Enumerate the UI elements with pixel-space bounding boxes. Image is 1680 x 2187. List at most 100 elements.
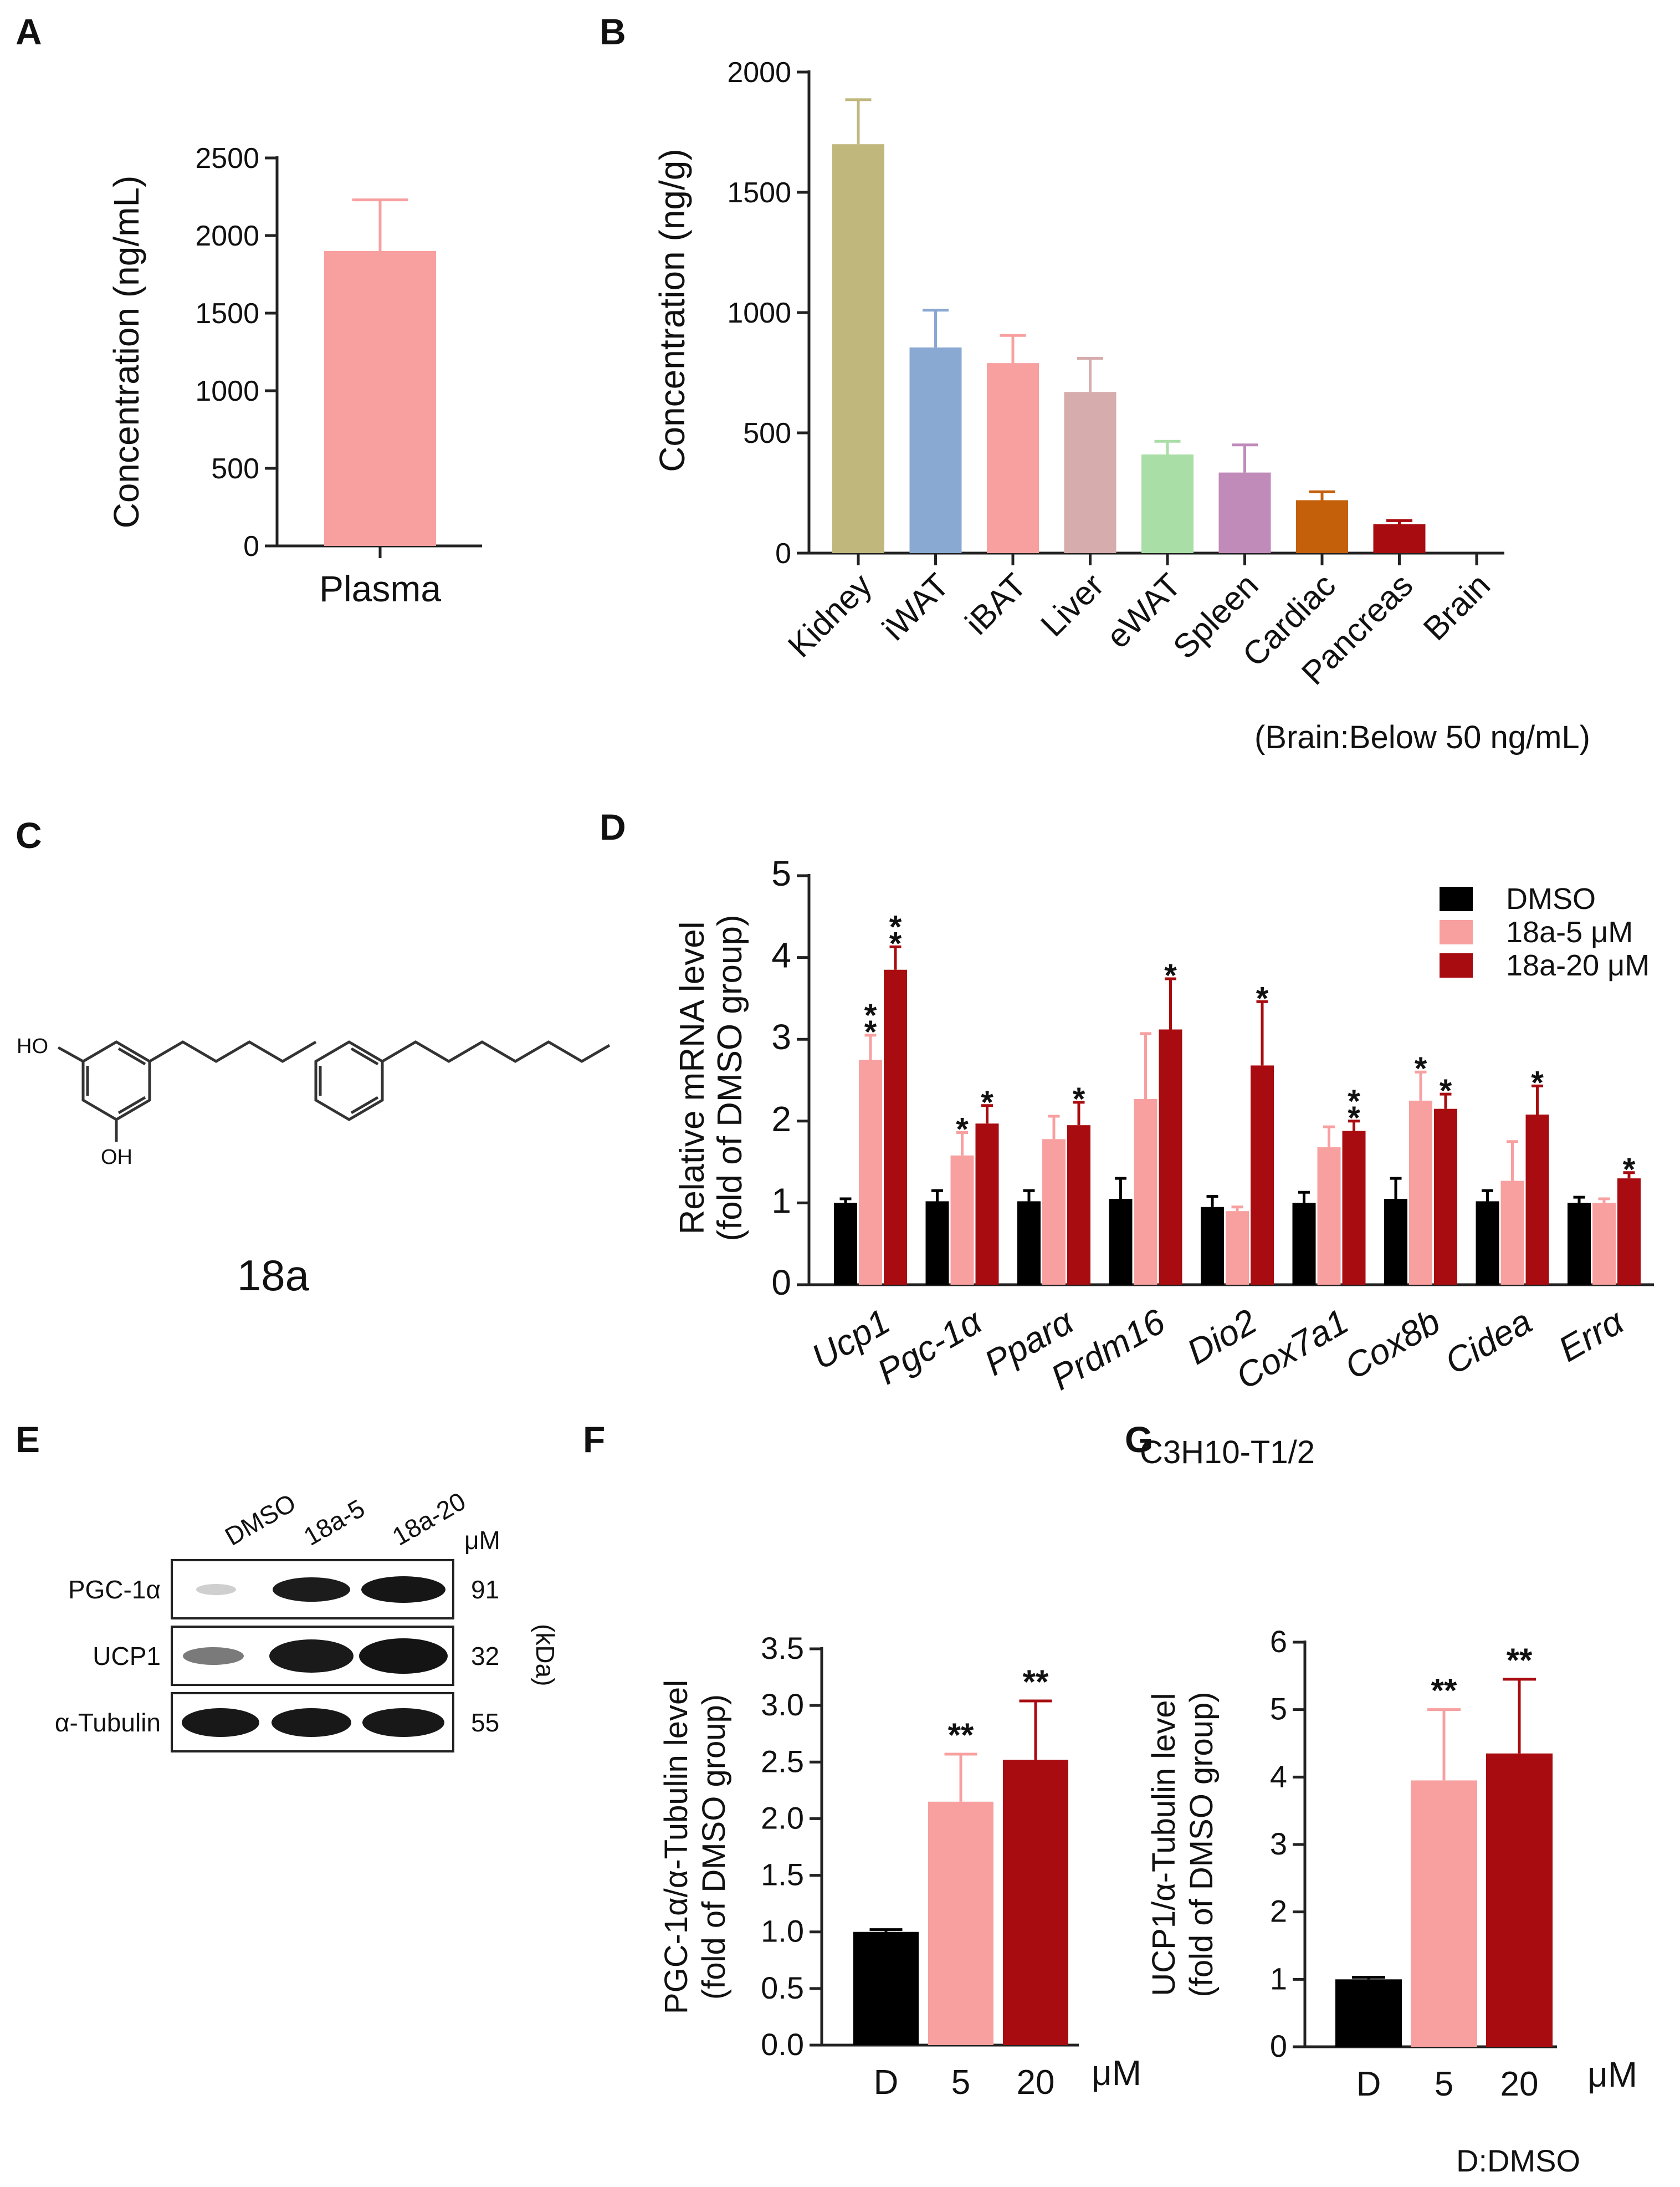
lane-unit: μM — [464, 1526, 500, 1555]
band-tubulin-dmso — [182, 1708, 259, 1737]
chart-g-y-label-line1: UCP1/α-Tubulin level — [1146, 1693, 1182, 1996]
chart-d-y-tick-label: 3 — [771, 1017, 791, 1057]
chart-f-significance-20: ** — [1023, 1663, 1049, 1700]
chart-d-significance-err-18a-20-m: * — [1623, 1152, 1636, 1188]
chart-d-legend-swatch-18a-20-m — [1440, 953, 1473, 978]
chart-d-x-title: C3H10-T1/2 — [1140, 1434, 1315, 1470]
footnote-dmso: D:DMSO — [1456, 2143, 1580, 2178]
chart-b-x-label-kidney: Kidney — [781, 566, 879, 665]
chart-b-y-tick-label: 2000 — [727, 57, 791, 89]
chart-d-x-label-err: Errα — [1552, 1301, 1631, 1370]
panel-letter-f: F — [583, 1419, 605, 1460]
lane-label-dmso: DMSO — [220, 1488, 301, 1551]
chart-b-y-label: Concentration (ng/g) — [652, 149, 692, 472]
chart-d-significance-pgc-1-18a-5-m: * — [956, 1111, 969, 1147]
chart-g-y-tick-label: 6 — [1270, 1624, 1287, 1659]
chart-b-y-tick-label: 0 — [775, 538, 791, 570]
kda-tubulin: 55 — [471, 1708, 499, 1737]
chart-d-bar-cox8b-18a-5-m — [1409, 1100, 1432, 1285]
band-ucp1-dmso — [183, 1647, 244, 1665]
chart-d-bar-err-dmso — [1568, 1203, 1591, 1285]
chart-d-y-label-line2: (fold of DMSO group) — [711, 914, 749, 1241]
chart-d-x-label-cidea: Cidea — [1438, 1301, 1539, 1382]
chart-f-y-tick-label: 2.0 — [761, 1800, 804, 1835]
chart-a-x-label-plasma: Plasma — [319, 568, 441, 609]
chart-f-y-label-line2: (fold of DMSO group) — [696, 1694, 732, 2000]
chart-f-x-label-20: 20 — [1017, 2063, 1055, 2102]
chart-a-plasma: 0 500 1000 1500 2000 2500 Plasma Concentration … — [106, 142, 482, 609]
brain-note: (Brain:Below 50 ng/mL) — [1254, 719, 1590, 755]
chart-d-bar-ppar-18a-20-m — [1067, 1125, 1090, 1285]
chart-d-mrna: 012345****Ucp1**Pgc-1α*Pparα*Prdm16*Dio2… — [673, 854, 1654, 1470]
chart-f-y-tick-label: 0.0 — [761, 2027, 804, 2062]
chart-b-y-tick-label: 1500 — [727, 177, 791, 209]
chart-d-bar-cidea-dmso — [1476, 1201, 1499, 1285]
chart-a-y-tick-label: 2000 — [195, 220, 259, 252]
kda-pgc1a: 91 — [471, 1575, 499, 1604]
panel-letter-c: C — [16, 815, 42, 856]
band-pgc1a-18a-5 — [273, 1577, 350, 1602]
chart-d-bar-cox8b-dmso — [1384, 1199, 1407, 1285]
chart-d-bar-err-18a-5-m — [1592, 1203, 1616, 1285]
chart-f-bar-5 — [928, 1801, 993, 2045]
panel-letter-g: G — [1125, 1419, 1153, 1460]
western-blot: DMSO 18a-5 18a-20 μM PGC-1α UCP1 α-Tubul… — [55, 1486, 560, 1752]
left-benzene-ring — [81, 1040, 151, 1121]
chart-a-y-tick-label: 0 — [243, 530, 259, 563]
chart-d-y-tick-label: 5 — [771, 854, 791, 893]
chart-d-y-tick-label: 2 — [771, 1099, 791, 1139]
chart-a-y-tick-label: 1000 — [195, 375, 259, 407]
chart-d-x-label-cox8b: Cox8b — [1338, 1301, 1447, 1387]
panel-letter-a: A — [16, 11, 42, 52]
chart-a-y-tick-label: 500 — [211, 453, 259, 485]
chart-d-legend-swatch-dmso — [1440, 887, 1473, 911]
chart-d-bar-prdm16-18a-5-m — [1134, 1098, 1157, 1285]
compound-label: 18a — [237, 1251, 310, 1300]
oh-label: OH — [101, 1146, 132, 1169]
chart-d-y-tick-label: 0 — [771, 1263, 791, 1302]
chart-d-significance-ppar-18a-20-m: * — [1073, 1081, 1085, 1117]
row-label-pgc1a: PGC-1α — [68, 1575, 161, 1604]
chart-f-y-tick-label: 1.5 — [761, 1857, 804, 1892]
chart-f-x-label-d: D — [874, 2063, 899, 2102]
chart-d-bar-ucp1-dmso — [834, 1203, 857, 1285]
chart-b-y-tick-label: 1000 — [727, 297, 791, 329]
chart-d-x-label-pgc-1: Pgc-1α — [870, 1301, 989, 1392]
chart-d-significance-ucp1-18a-5-m: * — [864, 998, 877, 1034]
chart-d-legend-label-18a-5-m: 18a-5 μM — [1506, 916, 1633, 949]
chart-d-legend-label-18a-20-m: 18a-20 μM — [1506, 949, 1650, 982]
chart-d-bar-cidea-18a-5-m — [1500, 1181, 1524, 1285]
chart-f-y-tick-label: 3.5 — [761, 1631, 804, 1665]
chart-d-bar-ucp1-18a-5-m — [859, 1060, 882, 1285]
chart-g-y-tick-label: 4 — [1270, 1759, 1287, 1793]
chart-d-bar-dio2-18a-20-m — [1251, 1065, 1274, 1285]
chart-b-bar-cardiac — [1296, 500, 1348, 553]
chart-g-bar-5 — [1411, 1780, 1477, 2047]
chart-d-bar-pgc-1-18a-20-m — [975, 1123, 999, 1285]
band-tubulin-18a-5 — [272, 1708, 351, 1737]
band-ucp1-18a-20 — [359, 1638, 448, 1674]
chart-a-bar-plasma — [324, 251, 436, 546]
chart-g-x-label-d: D — [1356, 2065, 1381, 2103]
band-pgc1a-18a-20 — [361, 1576, 445, 1603]
chart-d-bar-ucp1-18a-20-m — [884, 969, 907, 1285]
band-ucp1-18a-5 — [269, 1639, 354, 1673]
row-label-tubulin: α-Tubulin — [55, 1708, 161, 1737]
chart-d-legend-swatch-18a-5-m — [1440, 920, 1473, 944]
chart-g-significance-5: ** — [1431, 1672, 1457, 1709]
chart-d-bar-dio2-18a-5-m — [1226, 1211, 1249, 1285]
chart-g-y-tick-label: 3 — [1270, 1826, 1287, 1861]
chart-g-y-label-line2: (fold of DMSO group) — [1184, 1692, 1220, 1997]
chart-f-x-label-5: 5 — [951, 2063, 970, 2102]
chart-d-bar-prdm16-18a-20-m — [1159, 1029, 1182, 1285]
chart-d-bar-cox7a1-18a-5-m — [1317, 1147, 1341, 1285]
chart-d-bar-dio2-dmso — [1201, 1207, 1224, 1285]
chart-f-y-tick-label: 3.0 — [761, 1687, 804, 1722]
chart-f-y-tick-label: 1.0 — [761, 1914, 804, 1949]
chart-g-x-unit: μM — [1587, 2055, 1637, 2094]
chart-d-bar-prdm16-dmso — [1109, 1199, 1133, 1285]
chart-d-significance-cox7a1-18a-20-m: * — [1348, 1084, 1360, 1120]
chart-d-legend-label-dmso: DMSO — [1506, 882, 1596, 916]
chart-d-bar-cox7a1-dmso — [1292, 1203, 1316, 1285]
